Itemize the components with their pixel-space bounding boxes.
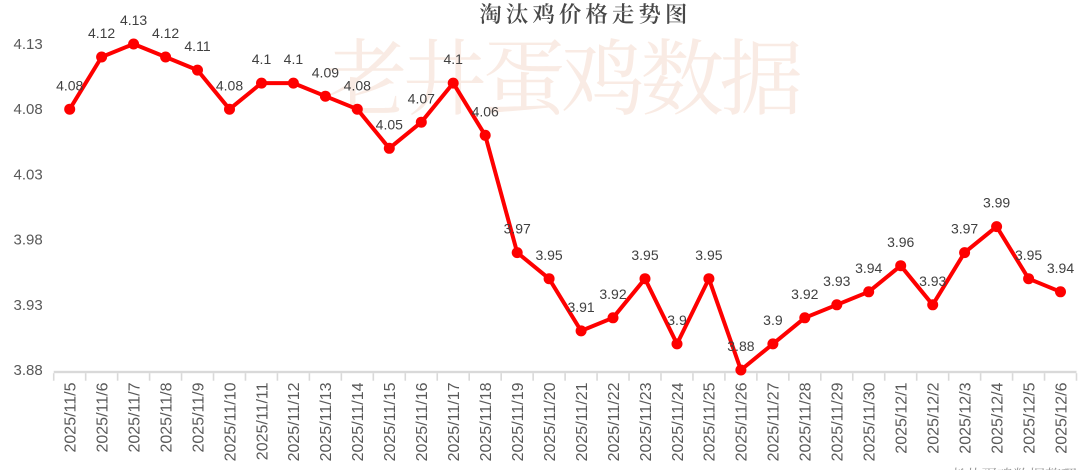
svg-text:3.99: 3.99 xyxy=(983,195,1010,211)
svg-text:4.12: 4.12 xyxy=(88,25,115,41)
svg-text:2025/11/25: 2025/11/25 xyxy=(702,382,719,461)
svg-text:3.95: 3.95 xyxy=(631,247,658,263)
svg-text:4.11: 4.11 xyxy=(184,38,210,54)
svg-text:3.95: 3.95 xyxy=(1015,247,1042,263)
svg-text:2025/11/26: 2025/11/26 xyxy=(734,382,751,461)
svg-text:2025/11/21: 2025/11/21 xyxy=(574,382,591,461)
svg-text:3.95: 3.95 xyxy=(695,247,722,263)
svg-text:2025/11/6: 2025/11/6 xyxy=(94,382,111,452)
svg-text:4.08: 4.08 xyxy=(344,77,371,93)
svg-text:4.03: 4.03 xyxy=(13,166,42,183)
svg-text:2025/11/8: 2025/11/8 xyxy=(158,382,175,452)
svg-text:3.98: 3.98 xyxy=(13,232,42,249)
svg-text:2025/11/13: 2025/11/13 xyxy=(318,382,335,461)
svg-text:3.88: 3.88 xyxy=(727,338,754,354)
svg-text:2025/11/16: 2025/11/16 xyxy=(414,382,431,461)
svg-text:4.12: 4.12 xyxy=(152,25,179,41)
svg-text:3.92: 3.92 xyxy=(791,286,818,302)
svg-text:2025/11/12: 2025/11/12 xyxy=(286,382,303,461)
svg-text:2025/12/4: 2025/12/4 xyxy=(989,382,1006,453)
svg-text:4.1: 4.1 xyxy=(284,51,304,67)
svg-text:2025/11/22: 2025/11/22 xyxy=(606,382,623,461)
svg-text:2025/11/24: 2025/11/24 xyxy=(670,382,687,461)
svg-text:2025/11/18: 2025/11/18 xyxy=(478,382,495,461)
svg-text:4.06: 4.06 xyxy=(472,103,499,119)
svg-text:2025/12/3: 2025/12/3 xyxy=(957,382,974,453)
svg-text:2025/11/11: 2025/11/11 xyxy=(254,382,271,460)
svg-text:2025/11/10: 2025/11/10 xyxy=(222,382,239,461)
svg-text:4.1: 4.1 xyxy=(443,51,463,67)
svg-text:3.88: 3.88 xyxy=(13,362,42,379)
svg-text:3.93: 3.93 xyxy=(919,273,946,289)
svg-text:3.94: 3.94 xyxy=(1047,260,1074,276)
svg-text:2025/11/19: 2025/11/19 xyxy=(510,382,527,461)
svg-text:3.95: 3.95 xyxy=(535,247,562,263)
svg-text:4.07: 4.07 xyxy=(408,90,435,106)
svg-text:4.08: 4.08 xyxy=(13,101,42,118)
svg-text:4.08: 4.08 xyxy=(216,77,243,93)
svg-text:2025/11/28: 2025/11/28 xyxy=(798,382,815,461)
svg-text:4.09: 4.09 xyxy=(312,64,339,80)
svg-text:3.92: 3.92 xyxy=(599,286,626,302)
svg-text:4.08: 4.08 xyxy=(56,77,83,93)
svg-text:2025/12/2: 2025/12/2 xyxy=(926,382,943,453)
svg-text:2025/11/14: 2025/11/14 xyxy=(350,382,367,461)
svg-text:3.93: 3.93 xyxy=(13,297,42,314)
svg-text:2025/11/15: 2025/11/15 xyxy=(382,382,399,461)
svg-text:4.1: 4.1 xyxy=(252,51,272,67)
svg-text:2025/11/30: 2025/11/30 xyxy=(862,382,879,461)
svg-text:2025/11/27: 2025/11/27 xyxy=(766,382,783,461)
svg-text:3.97: 3.97 xyxy=(504,221,531,237)
svg-text:2025/11/5: 2025/11/5 xyxy=(63,382,80,452)
svg-text:3.91: 3.91 xyxy=(567,299,594,315)
svg-text:2025/12/1: 2025/12/1 xyxy=(894,382,911,453)
svg-text:2025/11/17: 2025/11/17 xyxy=(446,382,463,461)
svg-text:4.13: 4.13 xyxy=(120,12,147,28)
svg-text:2025/11/23: 2025/11/23 xyxy=(638,382,655,461)
svg-text:3.96: 3.96 xyxy=(887,234,914,250)
svg-text:4.13: 4.13 xyxy=(13,36,42,53)
svg-text:2025/12/6: 2025/12/6 xyxy=(1053,382,1070,453)
svg-text:2025/11/9: 2025/11/9 xyxy=(190,382,207,452)
svg-text:2025/12/5: 2025/12/5 xyxy=(1021,382,1038,453)
svg-text:2025/11/20: 2025/11/20 xyxy=(542,382,559,461)
svg-text:3.97: 3.97 xyxy=(951,221,978,237)
svg-text:2025/11/7: 2025/11/7 xyxy=(126,382,143,452)
svg-text:4.05: 4.05 xyxy=(376,116,403,132)
svg-text:3.9: 3.9 xyxy=(667,312,687,328)
svg-text:2025/11/29: 2025/11/29 xyxy=(830,382,847,461)
svg-text:3.9: 3.9 xyxy=(763,312,783,328)
svg-text:3.93: 3.93 xyxy=(823,273,850,289)
svg-text:3.94: 3.94 xyxy=(855,260,882,276)
